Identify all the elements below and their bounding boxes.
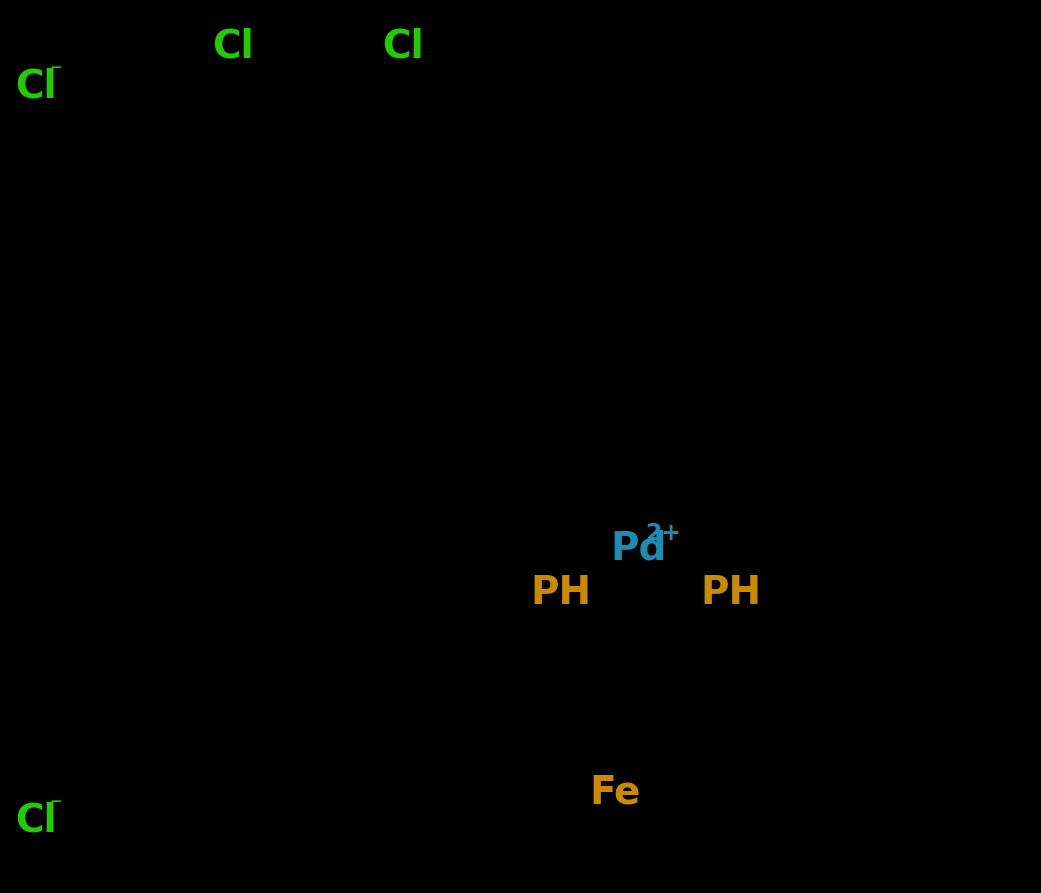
Text: 2+: 2+ [644, 522, 681, 546]
Text: Cl: Cl [212, 28, 254, 66]
Text: Cl: Cl [15, 801, 57, 839]
Text: Cl: Cl [382, 28, 424, 66]
Text: PH: PH [700, 574, 761, 612]
Text: Cl: Cl [15, 68, 57, 106]
Text: Fe: Fe [589, 774, 640, 812]
Text: PH: PH [530, 574, 591, 612]
Text: Pd: Pd [610, 529, 666, 567]
Text: ⁻: ⁻ [50, 795, 62, 817]
Text: ⁻: ⁻ [50, 62, 62, 85]
